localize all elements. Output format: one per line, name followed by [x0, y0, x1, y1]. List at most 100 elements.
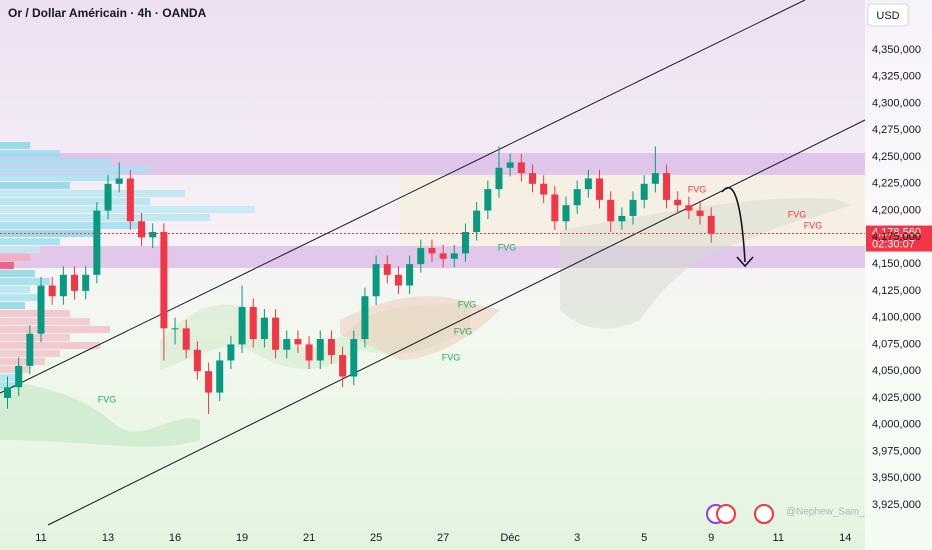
candle-body [305, 344, 313, 361]
candle-body [596, 178, 604, 200]
candle-body [37, 285, 45, 334]
candle-body [48, 285, 56, 297]
volume-profile-bar [0, 246, 40, 253]
candle-body [428, 248, 436, 254]
volume-profile-bar [0, 286, 30, 293]
candle-body [551, 194, 559, 222]
volume-profile-bar [0, 254, 30, 261]
fvg-label: FVG [98, 394, 117, 404]
volume-profile-bar [0, 150, 60, 157]
currency-box[interactable] [867, 3, 909, 27]
candle-body [171, 328, 179, 330]
candle-body [506, 162, 514, 168]
candle-body [93, 210, 101, 275]
candle-body [517, 162, 525, 174]
volume-profile-bar [0, 302, 25, 309]
candle-body [707, 215, 715, 234]
y-tick-label: 4,350,000 [872, 44, 921, 56]
candle-body [238, 306, 246, 345]
candle-body [584, 178, 592, 190]
volume-profile-bar [0, 278, 50, 285]
projection-arrowhead [736, 256, 754, 268]
fvg-label: FVG [454, 326, 473, 336]
x-tick-label: 11 [773, 532, 784, 544]
cloud [340, 296, 500, 360]
candle-body [540, 183, 548, 195]
candle-body [59, 274, 67, 297]
y-tick-label: 4,125,000 [872, 285, 921, 297]
x-tick-label: 21 [303, 532, 315, 544]
y-tick-label: 4,050,000 [872, 365, 921, 377]
y-tick-label: 4,275,000 [872, 124, 921, 136]
x-tick-label: 25 [370, 532, 382, 544]
x-tick-label: 14 [839, 532, 851, 544]
candle-body [394, 274, 402, 286]
candle-body [294, 339, 302, 345]
candle-body [629, 199, 637, 216]
watermark: @Nephew_Sam_ [786, 507, 865, 518]
candle-body [439, 253, 447, 259]
y-tick-label: 4,000,000 [872, 419, 921, 431]
candle-body [484, 189, 492, 211]
volume-profile-bar [0, 270, 35, 277]
candle-body [104, 183, 112, 211]
last-price-label: 4,178,560 [872, 226, 921, 238]
candle-body [350, 339, 358, 377]
candle-body [495, 167, 503, 190]
candle-body [417, 248, 425, 265]
candle-body [473, 210, 481, 232]
x-tick-label: 19 [236, 532, 248, 544]
y-tick-label: 4,225,000 [872, 178, 921, 190]
volume-profile-bar [0, 366, 30, 373]
cloud [560, 198, 850, 329]
x-tick-label: 9 [708, 532, 714, 544]
candle-body [528, 173, 536, 184]
y-tick-label: 4,100,000 [872, 312, 921, 324]
x-tick-label: Déc [500, 532, 520, 544]
last-price-tag [866, 225, 932, 252]
y-tick-label: 4,175,000 [872, 231, 921, 243]
candle-body [663, 173, 671, 200]
candle-body [562, 205, 570, 222]
volume-profile-bar [0, 174, 120, 181]
fvg-label: FVG [458, 299, 477, 309]
candle-body [372, 264, 380, 297]
x-tick-label: 16 [169, 532, 181, 544]
y-tick-label: 4,325,000 [872, 71, 921, 83]
fvg-label: FVG [688, 184, 707, 194]
volume-profile-bar [0, 190, 185, 197]
y-tick-label: 4,025,000 [872, 392, 921, 404]
candle-body [272, 317, 280, 350]
volume-profile-bar [0, 334, 70, 341]
volume-profile-bar [0, 374, 20, 381]
candle-body [71, 274, 79, 291]
candle-body [685, 205, 693, 211]
x-tick-label: 11 [35, 532, 46, 544]
volume-profile-bar [0, 166, 150, 173]
event-icon[interactable] [716, 504, 736, 524]
volume-profile-bar [0, 318, 90, 325]
x-tick-label: 27 [437, 532, 449, 544]
overlay: 4,178,56002:30:07FVGFVGFVGFVGFVGFVGFVGFV… [0, 184, 932, 404]
candle-body [149, 231, 157, 238]
event-icon[interactable] [754, 504, 774, 524]
y-tick-label: 4,300,000 [872, 97, 921, 109]
volume-profile-bar [0, 326, 110, 333]
candle-body [696, 210, 704, 216]
candle-body [193, 349, 201, 372]
candle-body [160, 231, 168, 329]
y-tick-label: 3,950,000 [872, 472, 921, 484]
candle-body [607, 199, 615, 222]
candle-body [674, 199, 682, 206]
candle-body [216, 360, 224, 393]
volume-profile-bar [0, 358, 45, 365]
cloud [0, 380, 200, 447]
candle-body [327, 339, 335, 356]
volume-profile-bar [0, 214, 210, 221]
currency: USD [876, 10, 899, 22]
candle-body [82, 274, 90, 291]
candle-body [138, 221, 146, 238]
